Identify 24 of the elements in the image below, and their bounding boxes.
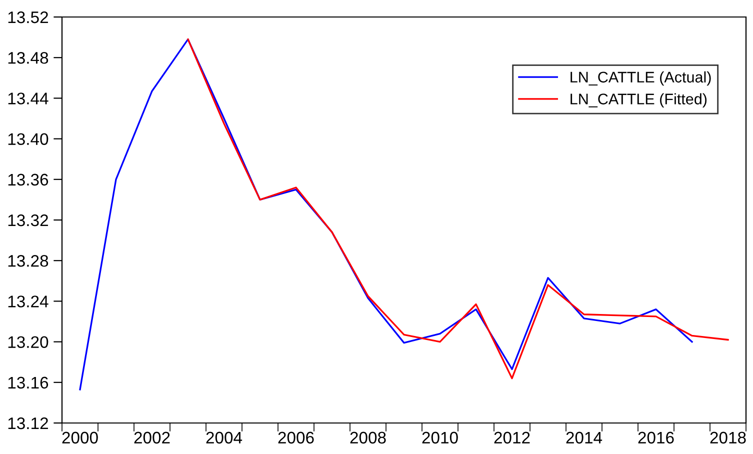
x-tick-label: 2010 [422,432,458,444]
y-tick-label: 13.28 [8,255,48,267]
x-tick-label: 2006 [278,432,314,444]
legend-label: LN_CATTLE (Fitted) [570,93,707,108]
y-tick-label: 13.52 [8,11,48,24]
x-tick-label: 2018 [710,432,746,444]
y-tick-label: 13.36 [8,174,48,186]
y-tick-label: 13.32 [8,214,48,226]
x-tick-label: 2014 [566,432,602,444]
x-tick-label: 2012 [494,432,530,444]
x-tick-label: 2002 [134,432,170,444]
x-tick-label: 2000 [62,432,98,444]
y-tick-label: 13.40 [8,133,48,146]
y-tick-label: 13.44 [8,92,48,104]
y-tick-label: 13.12 [8,417,48,430]
line-series [187,38,729,380]
x-tick-label: 2008 [350,432,386,444]
y-tick-label: 13.48 [8,52,48,64]
y-tick-label: 13.24 [8,296,48,308]
x-tick-label: 2016 [638,432,674,444]
y-tick-label: 13.16 [8,376,48,389]
y-tick-label: 13.20 [8,336,48,348]
legend-label: LN_CATTLE (Actual) [570,71,711,86]
x-tick-label: 2004 [206,432,242,444]
